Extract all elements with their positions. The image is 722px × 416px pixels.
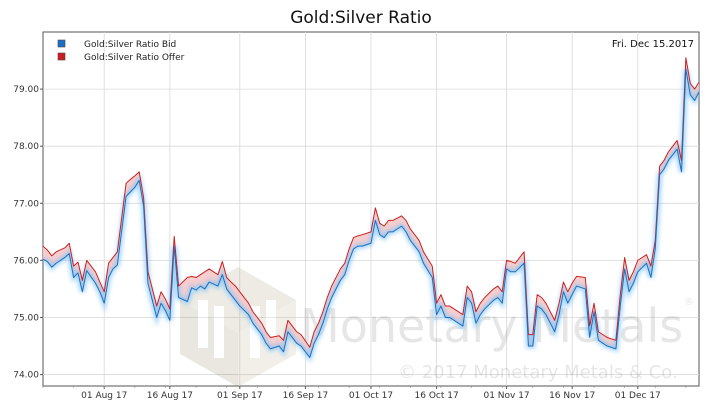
x-tick-label: 01 Dec 17 bbox=[615, 391, 661, 401]
x-tick-label: 01 Aug 17 bbox=[81, 391, 127, 401]
y-tick-label: 79.00 bbox=[13, 85, 39, 95]
watermark-brand: Monetary Metals bbox=[300, 299, 683, 353]
x-axis: 01 Aug 17 16 Aug 17 01 Sep 17 16 Sep 17 01 O… bbox=[42, 386, 687, 401]
legend-label-bid: Gold:Silver Ratio Bid bbox=[84, 40, 176, 50]
x-tick-label: 01 Sep 17 bbox=[217, 391, 263, 401]
legend-item-offer: Gold:Silver Ratio Offer bbox=[57, 52, 185, 63]
y-tick-label: 76.00 bbox=[13, 256, 39, 266]
y-tick-label: 75.00 bbox=[13, 313, 39, 323]
legend-item-bid: Gold:Silver Ratio Bid bbox=[57, 39, 176, 50]
x-tick-label: 16 Nov 17 bbox=[549, 391, 595, 401]
x-tick-label: 01 Oct 17 bbox=[349, 391, 393, 401]
legend: Gold:Silver Ratio Bid Gold:Silver Ratio … bbox=[57, 39, 185, 63]
y-tick-label: 74.00 bbox=[13, 371, 39, 381]
x-tick-label: 01 Nov 17 bbox=[483, 391, 529, 401]
chart-title: Gold:Silver Ratio bbox=[290, 8, 432, 28]
series-line-offer bbox=[43, 57, 699, 348]
legend-label-offer: Gold:Silver Ratio Offer bbox=[84, 53, 185, 63]
x-tick-label: 16 Aug 17 bbox=[147, 391, 193, 401]
grid-lines bbox=[43, 32, 699, 386]
y-tick-label: 77.00 bbox=[13, 199, 39, 209]
legend-swatch-bid bbox=[57, 39, 66, 48]
series-layer bbox=[43, 57, 699, 363]
y-tick-label: 78.00 bbox=[13, 142, 39, 152]
watermark-registered-mark: ® bbox=[684, 297, 694, 308]
x-tick-label: 16 Oct 17 bbox=[415, 391, 459, 401]
chart-date-label: Fri. Dec 15.2017 bbox=[612, 39, 694, 50]
watermark-copyright: © 2017 Monetary Metals & Co. bbox=[398, 362, 678, 383]
series-line-bid bbox=[43, 68, 699, 358]
x-tick-label: 16 Sep 17 bbox=[283, 391, 329, 401]
legend-swatch-offer bbox=[57, 52, 66, 61]
y-axis: 74.00 75.00 76.00 77.00 78.00 79.00 bbox=[13, 85, 43, 381]
